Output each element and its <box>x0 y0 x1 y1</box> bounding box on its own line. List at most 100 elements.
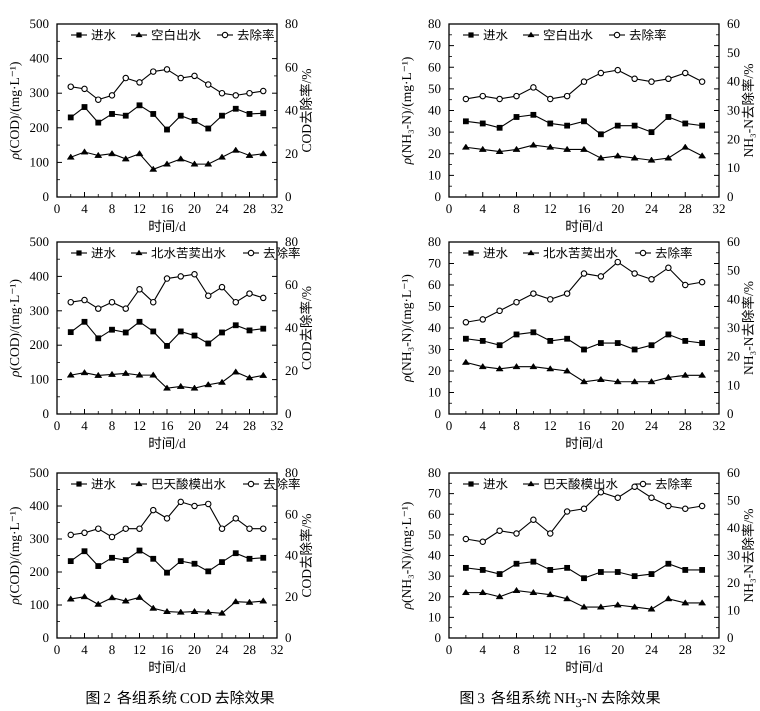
svg-text:30: 30 <box>428 342 441 357</box>
svg-text:0: 0 <box>446 642 453 657</box>
svg-text:去除率: 去除率 <box>237 29 275 43</box>
svg-text:ρ(NH₃-N)/(mg·L⁻¹): ρ(NH₃-N)/(mg·L⁻¹) <box>399 502 414 611</box>
svg-text:8: 8 <box>109 418 116 433</box>
svg-text:100: 100 <box>30 154 50 169</box>
svg-text:40: 40 <box>285 320 298 335</box>
svg-text:10: 10 <box>727 160 740 175</box>
svg-text:40: 40 <box>428 320 441 335</box>
svg-text:24: 24 <box>645 642 659 657</box>
svg-text:40: 40 <box>727 520 740 535</box>
svg-text:进水: 进水 <box>483 247 509 261</box>
svg-text:28: 28 <box>679 418 692 433</box>
svg-text:32: 32 <box>271 642 284 657</box>
svg-text:400: 400 <box>30 268 50 283</box>
svg-text:0: 0 <box>285 630 292 645</box>
svg-text:COD去除率/%: COD去除率/% <box>299 69 314 153</box>
svg-text:空白出水: 空白出水 <box>543 29 594 43</box>
svg-text:NH₃-N去除率/%: NH₃-N去除率/% <box>741 509 756 603</box>
svg-text:20: 20 <box>611 201 624 216</box>
svg-text:10: 10 <box>428 167 441 182</box>
svg-text:进水: 进水 <box>483 29 509 43</box>
svg-text:20: 20 <box>727 131 740 146</box>
svg-text:0: 0 <box>727 630 734 645</box>
svg-text:16: 16 <box>578 642 592 657</box>
svg-text:20: 20 <box>428 146 441 161</box>
svg-text:0: 0 <box>435 406 442 421</box>
svg-text:时间/d: 时间/d <box>148 660 186 675</box>
svg-text:20: 20 <box>428 589 441 604</box>
svg-text:北水苦荬出水: 北水苦荬出水 <box>543 247 619 261</box>
svg-text:20: 20 <box>428 363 441 378</box>
svg-text:巴天酸模出水: 巴天酸模出水 <box>151 478 227 492</box>
svg-text:300: 300 <box>30 303 50 318</box>
svg-text:20: 20 <box>285 589 298 604</box>
svg-text:70: 70 <box>428 38 441 53</box>
svg-text:0: 0 <box>727 406 734 421</box>
svg-text:8: 8 <box>109 201 116 216</box>
svg-text:28: 28 <box>243 201 256 216</box>
svg-text:28: 28 <box>679 642 692 657</box>
svg-text:0: 0 <box>446 201 453 216</box>
svg-text:20: 20 <box>611 418 624 433</box>
svg-text:40: 40 <box>285 103 298 118</box>
svg-text:ρ(NH₃-N)/(mg·L⁻¹): ρ(NH₃-N)/(mg·L⁻¹) <box>399 274 414 383</box>
svg-text:北水苦荬出水: 北水苦荬出水 <box>151 247 227 261</box>
svg-text:20: 20 <box>727 575 740 590</box>
svg-text:70: 70 <box>428 256 441 271</box>
svg-text:0: 0 <box>43 406 50 421</box>
svg-text:28: 28 <box>243 418 256 433</box>
svg-text:50: 50 <box>428 527 441 542</box>
svg-text:20: 20 <box>611 642 624 657</box>
svg-text:40: 40 <box>285 548 298 563</box>
svg-text:28: 28 <box>679 201 692 216</box>
svg-text:12: 12 <box>133 642 146 657</box>
svg-text:8: 8 <box>109 642 116 657</box>
svg-text:0: 0 <box>727 189 734 204</box>
svg-text:60: 60 <box>428 277 441 292</box>
svg-text:24: 24 <box>216 418 230 433</box>
svg-text:200: 200 <box>30 337 50 352</box>
svg-text:去除率: 去除率 <box>655 247 693 261</box>
svg-text:8: 8 <box>513 418 520 433</box>
svg-text:4: 4 <box>81 642 88 657</box>
svg-text:40: 40 <box>727 74 740 89</box>
svg-text:COD去除率/%: COD去除率/% <box>299 514 314 598</box>
svg-text:200: 200 <box>30 564 50 579</box>
svg-text:4: 4 <box>81 418 88 433</box>
svg-text:80: 80 <box>428 465 441 480</box>
svg-text:进水: 进水 <box>91 29 117 43</box>
svg-text:12: 12 <box>133 201 146 216</box>
svg-text:80: 80 <box>285 16 298 31</box>
svg-text:60: 60 <box>285 506 298 521</box>
svg-text:32: 32 <box>271 418 284 433</box>
svg-text:60: 60 <box>428 506 441 521</box>
svg-text:0: 0 <box>43 189 50 204</box>
svg-text:40: 40 <box>428 548 441 563</box>
svg-text:24: 24 <box>645 418 659 433</box>
svg-text:NH₃-N去除率/%: NH₃-N去除率/% <box>741 281 756 375</box>
svg-text:4: 4 <box>480 418 487 433</box>
svg-text:NH₃-N去除率/%: NH₃-N去除率/% <box>741 64 756 158</box>
svg-text:20: 20 <box>188 642 201 657</box>
svg-text:时间/d: 时间/d <box>565 660 603 675</box>
svg-text:60: 60 <box>727 465 740 480</box>
svg-text:30: 30 <box>727 103 740 118</box>
svg-text:12: 12 <box>544 418 557 433</box>
svg-text:0: 0 <box>435 189 442 204</box>
svg-text:40: 40 <box>428 103 441 118</box>
svg-text:500: 500 <box>30 234 50 249</box>
svg-text:60: 60 <box>428 59 441 74</box>
svg-text:去除率: 去除率 <box>655 478 693 492</box>
svg-text:50: 50 <box>428 299 441 314</box>
svg-text:60: 60 <box>285 59 298 74</box>
svg-text:24: 24 <box>216 201 230 216</box>
svg-text:20: 20 <box>188 418 201 433</box>
svg-text:ρ(COD)/(mg·L⁻¹): ρ(COD)/(mg·L⁻¹) <box>7 62 22 161</box>
svg-text:ρ(NH₃-N)/(mg·L⁻¹): ρ(NH₃-N)/(mg·L⁻¹) <box>399 57 414 166</box>
svg-text:10: 10 <box>428 385 441 400</box>
svg-text:200: 200 <box>30 120 50 135</box>
svg-text:10: 10 <box>428 609 441 624</box>
svg-text:进水: 进水 <box>483 478 509 492</box>
svg-text:30: 30 <box>727 548 740 563</box>
svg-text:ρ(COD)/(mg·L⁻¹): ρ(COD)/(mg·L⁻¹) <box>7 279 22 378</box>
